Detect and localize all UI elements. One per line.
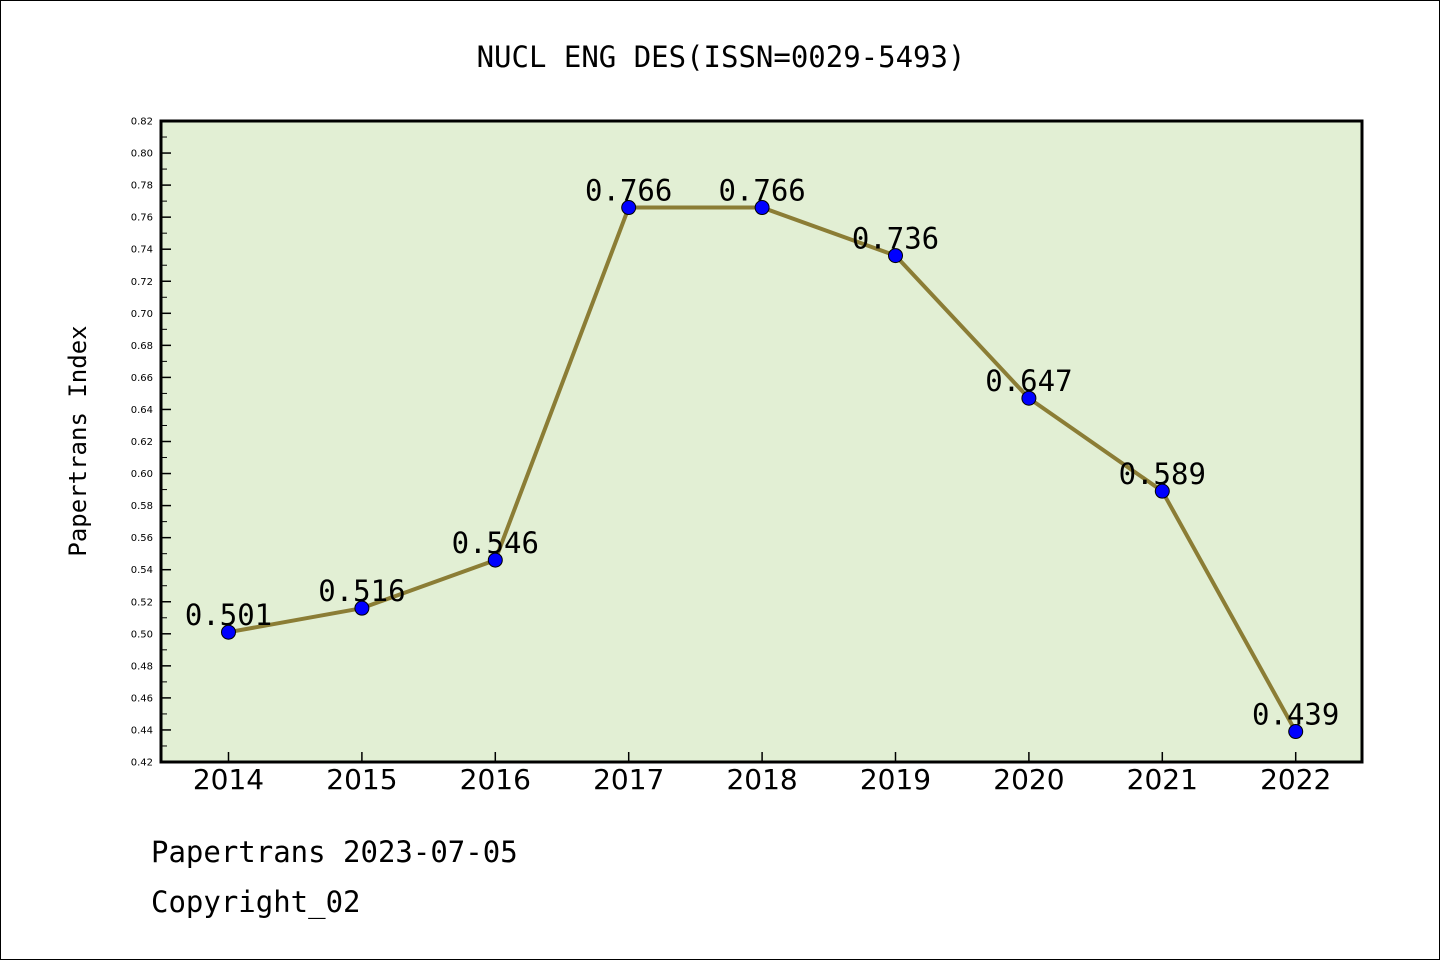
y-tick-label: 0.50 [131, 629, 153, 640]
data-point [1288, 724, 1304, 740]
x-tick-label: 2017 [593, 763, 664, 796]
y-axis-label: Papertrans Index [64, 325, 92, 556]
data-label: 0.647 [985, 364, 1072, 398]
x-tick-label: 2018 [726, 763, 797, 796]
x-tick-label: 2021 [1127, 763, 1198, 796]
y-tick-label: 0.62 [131, 437, 153, 448]
y-tick-label: 0.72 [131, 277, 153, 288]
chart-title: NUCL ENG DES(ISSN=0029-5493) [477, 40, 966, 74]
y-tick-label: 0.66 [131, 373, 153, 384]
data-label: 0.516 [318, 574, 405, 608]
data-label: 0.546 [452, 526, 539, 560]
data-label: 0.501 [185, 598, 272, 632]
x-tick-label: 2022 [1260, 763, 1331, 796]
y-tick-label: 0.52 [131, 597, 153, 608]
y-tick-label: 0.58 [131, 501, 153, 512]
data-label: 0.589 [1119, 457, 1206, 491]
data-point [1021, 390, 1037, 406]
x-axis-ticks: 2014 2015 2016 2017 2018 2019 2020 2021 2022 [193, 752, 1331, 796]
y-tick-label: 0.48 [131, 661, 153, 672]
plot-area [161, 121, 1362, 762]
data-point [888, 248, 903, 264]
y-tick-label: 0.44 [131, 725, 153, 736]
y-tick-label: 0.78 [131, 181, 153, 192]
plot-border [159, 119, 1364, 764]
x-tick-label: 2019 [860, 763, 931, 796]
data-label: 0.766 [585, 174, 672, 208]
data-point [621, 200, 637, 216]
y-tick-label: 0.80 [131, 149, 153, 160]
x-tick-label: 2014 [193, 763, 264, 796]
y-axis-ticks: 0.42 0.44 0.46 0.48 0.50 0.52 0.54 0.56 0.58 0.60… [131, 117, 171, 769]
y-tick-label: 0.54 [131, 565, 153, 576]
y-tick-label: 0.46 [131, 693, 153, 704]
data-point [354, 600, 370, 616]
data-point [487, 552, 503, 568]
series-group: 0.501 0.516 0.546 0.766 0.766 0.736 0.647 0.589… [185, 174, 1339, 740]
y-tick-label: 0.82 [131, 117, 153, 128]
data-point [1154, 483, 1170, 499]
data-label: 0.736 [852, 222, 939, 256]
y-tick-label: 0.74 [131, 245, 153, 256]
y-tick-label: 0.68 [131, 341, 153, 352]
y-tick-label: 0.42 [131, 758, 153, 769]
y-tick-label: 0.76 [131, 213, 153, 224]
footer-source: Papertrans 2023-07-05 [151, 835, 518, 869]
data-point [754, 200, 770, 216]
y-tick-label: 0.70 [131, 309, 153, 320]
footer-copyright: Copyright_02 [151, 885, 361, 919]
x-tick-label: 2015 [326, 763, 397, 796]
x-tick-label: 2016 [460, 763, 531, 796]
y-tick-label: 0.56 [131, 533, 153, 544]
data-point [221, 624, 236, 640]
x-tick-label: 2020 [993, 763, 1064, 796]
data-label: 0.766 [718, 174, 805, 208]
data-label: 0.439 [1252, 698, 1339, 732]
y-tick-label: 0.64 [131, 405, 153, 416]
y-tick-label: 0.60 [131, 469, 153, 480]
